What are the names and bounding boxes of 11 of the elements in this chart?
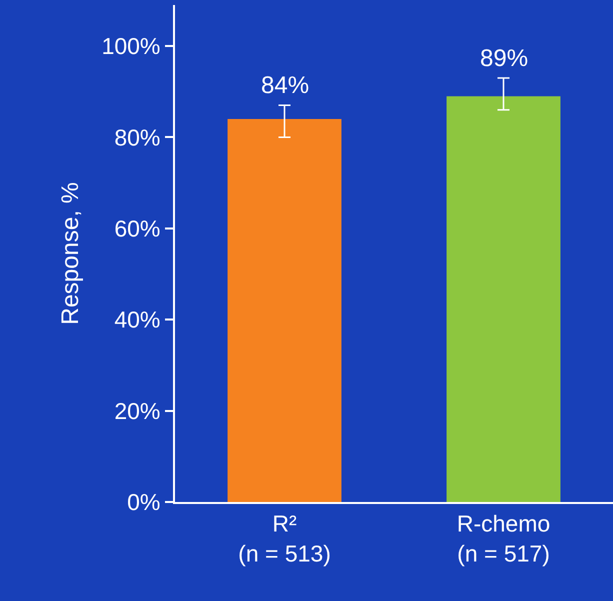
- x-tick-label: R-chemo (n = 517): [456, 510, 550, 566]
- y-tick-label: 0%: [127, 489, 160, 516]
- y-tick-label: 20%: [114, 398, 160, 424]
- data-label: 84%: [261, 72, 310, 99]
- y-tick-label: 40%: [114, 306, 160, 333]
- y-tick-label: 80%: [114, 124, 160, 150]
- y-axis-title: Response, %: [57, 182, 84, 325]
- y-tick-label: 100%: [102, 33, 160, 60]
- data-label: 89%: [480, 45, 528, 72]
- y-tick-label: 60%: [114, 215, 160, 242]
- x-tick-label: R² (n = 513): [238, 510, 331, 566]
